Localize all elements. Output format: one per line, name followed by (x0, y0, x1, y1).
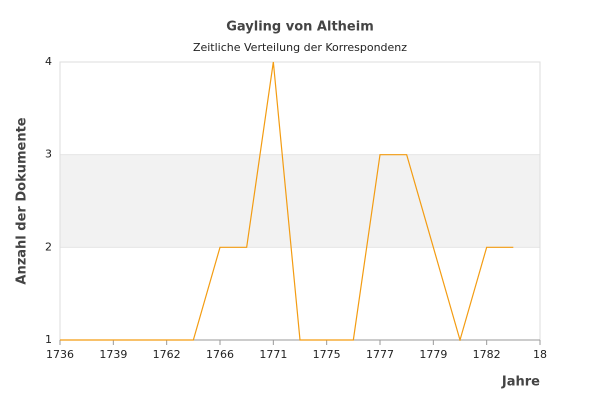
x-tick-label: 1777 (366, 348, 394, 361)
x-axis-title: Jahre (501, 375, 540, 390)
x-tick-label: 18 (533, 348, 547, 361)
x-tick-label: 1782 (473, 348, 501, 361)
x-tick-label: 1736 (46, 348, 74, 361)
y-axis-title: Anzahl der Dokumente (15, 117, 30, 284)
chart-subtitle: Zeitliche Verteilung der Korrespondenz (193, 41, 407, 54)
x-tick-label: 1779 (419, 348, 447, 361)
chart-title: Gayling von Altheim (226, 20, 374, 35)
plot-band (60, 154, 540, 248)
x-tick-label: 1762 (153, 348, 181, 361)
y-tick-label: 4 (45, 55, 52, 68)
x-tick-label: 1771 (259, 348, 287, 361)
x-tick-label: 1739 (99, 348, 127, 361)
y-tick-label: 1 (45, 333, 52, 346)
y-tick-label: 2 (45, 240, 52, 253)
x-tick-label: 1766 (206, 348, 234, 361)
y-tick-label: 3 (45, 148, 52, 161)
x-tick-label: 1775 (313, 348, 341, 361)
line-series (60, 61, 514, 341)
